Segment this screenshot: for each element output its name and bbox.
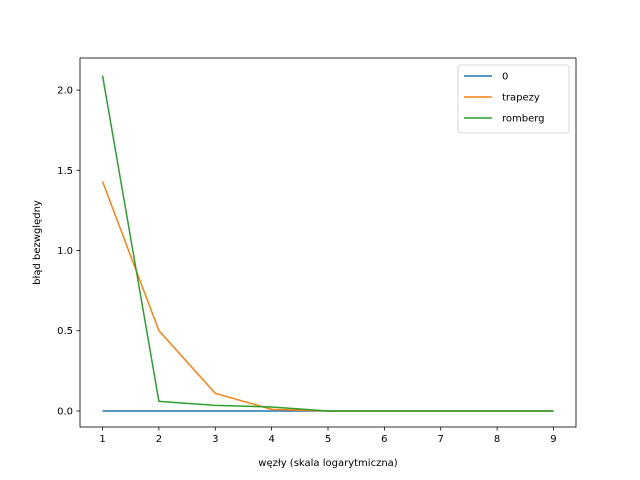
legend-label: 0	[502, 72, 508, 83]
x-tick-label: 3	[212, 434, 218, 445]
y-tick-label: 2.0	[57, 86, 73, 97]
y-tick-label: 0.0	[57, 406, 73, 417]
x-tick-label: 5	[325, 434, 331, 445]
series-line-romberg	[101, 75, 554, 412]
legend: 0 trapezy romberg	[457, 64, 570, 134]
x-tick-label: 9	[550, 434, 556, 445]
y-tick-label: 1.5	[57, 166, 73, 177]
x-tick-label: 8	[494, 434, 500, 445]
x-tick-label: 2	[156, 434, 162, 445]
y-tick-label: 1.0	[57, 246, 73, 257]
series-line-trapezy	[101, 181, 554, 412]
y-axis-label: błąd bezwględny	[32, 200, 43, 285]
x-axis-label: węzły (skala logarytmiczna)	[258, 458, 398, 469]
x-tick-label: 1	[99, 434, 105, 445]
legend-box	[457, 64, 570, 134]
x-tick-label: 4	[268, 434, 274, 445]
x-tick-label: 6	[381, 434, 387, 445]
series-layer	[101, 75, 554, 412]
axis-ticks: 1 2 3 4 5 6 7 8 9 0.0 0.5 1.0 1.5 2.0	[57, 86, 557, 445]
legend-label: romberg	[502, 114, 545, 125]
y-tick-label: 0.5	[57, 326, 73, 337]
legend-label: trapezy	[502, 93, 540, 104]
x-tick-label: 7	[438, 434, 444, 445]
